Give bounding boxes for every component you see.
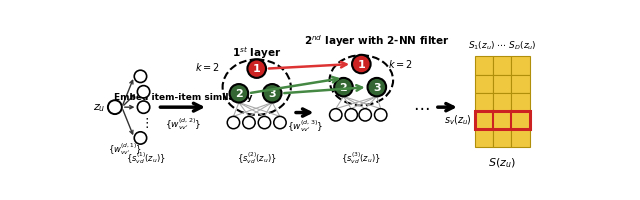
Text: $\{w_{vv'}^{(d,3)}\}$: $\{w_{vv'}^{(d,3)}\}$	[287, 119, 323, 134]
Text: $k=2$: $k=2$	[388, 58, 413, 70]
Text: $\cdot\cdot\cdot$: $\cdot\cdot\cdot$	[350, 110, 366, 120]
Bar	[493, 56, 511, 75]
Text: $z_u$: $z_u$	[93, 102, 106, 114]
Text: 2: 2	[340, 83, 348, 93]
Text: $\{w_{vv'}^{(d,1)}\}$: $\{w_{vv'}^{(d,1)}\}$	[108, 142, 142, 157]
Bar	[476, 129, 493, 147]
Text: $\vdots$: $\vdots$	[140, 116, 148, 130]
Text: 1: 1	[253, 64, 260, 74]
Bar	[511, 129, 529, 147]
Circle shape	[263, 84, 282, 103]
Circle shape	[330, 109, 342, 121]
Bar	[511, 75, 529, 93]
Circle shape	[367, 78, 386, 96]
Circle shape	[359, 109, 371, 121]
Text: 2$^{nd}$ layer with 2-NN filter: 2$^{nd}$ layer with 2-NN filter	[304, 33, 450, 49]
Text: $\cdot\cdot\cdot$: $\cdot\cdot\cdot$	[249, 118, 265, 128]
Circle shape	[352, 55, 371, 73]
Circle shape	[134, 70, 147, 83]
Bar	[476, 75, 493, 93]
Bar	[476, 111, 529, 129]
Circle shape	[248, 59, 266, 78]
Circle shape	[138, 101, 150, 113]
Circle shape	[108, 100, 122, 114]
Circle shape	[134, 132, 147, 144]
Circle shape	[243, 116, 255, 129]
Text: $\{s_{vd}^{(1)}(z_u)\}$: $\{s_{vd}^{(1)}(z_u)\}$	[126, 151, 166, 166]
Circle shape	[374, 109, 387, 121]
Text: 1: 1	[358, 60, 365, 70]
Circle shape	[259, 116, 271, 129]
Text: $\{s_{vd}^{(2)}(z_u)\}$: $\{s_{vd}^{(2)}(z_u)\}$	[237, 151, 276, 166]
Bar	[476, 111, 493, 129]
Text: Embed item-item similarity: Embed item-item similarity	[114, 93, 252, 102]
Bar	[493, 93, 511, 111]
Text: $\{w_{vv'}^{(d,2)}\}$: $\{w_{vv'}^{(d,2)}\}$	[165, 116, 202, 132]
Bar	[493, 75, 511, 93]
Circle shape	[274, 116, 286, 129]
Text: 3: 3	[268, 89, 276, 99]
Text: $k=2$: $k=2$	[195, 61, 220, 73]
Text: $S_1(z_u)$ $\cdots$ $S_D(z_u)$: $S_1(z_u)$ $\cdots$ $S_D(z_u)$	[468, 40, 537, 52]
Bar	[493, 129, 511, 147]
Text: $\cdots$: $\cdots$	[413, 98, 429, 116]
Bar	[511, 56, 529, 75]
Text: $\{s_{vd}^{(3)}(z_u)\}$: $\{s_{vd}^{(3)}(z_u)\}$	[341, 151, 381, 166]
Bar	[476, 93, 493, 111]
Circle shape	[230, 84, 248, 103]
Text: $S(z_u)$: $S(z_u)$	[488, 156, 516, 170]
Bar	[493, 111, 511, 129]
Text: $s_v(z_u)$: $s_v(z_u)$	[444, 113, 472, 127]
Circle shape	[334, 78, 353, 96]
Circle shape	[345, 109, 358, 121]
Bar	[511, 111, 529, 129]
Text: 3: 3	[373, 83, 381, 93]
Text: 2: 2	[235, 89, 243, 99]
Text: 1$^{st}$ layer: 1$^{st}$ layer	[232, 45, 282, 61]
Bar	[476, 56, 493, 75]
Bar	[511, 93, 529, 111]
Circle shape	[138, 86, 150, 98]
Circle shape	[227, 116, 239, 129]
